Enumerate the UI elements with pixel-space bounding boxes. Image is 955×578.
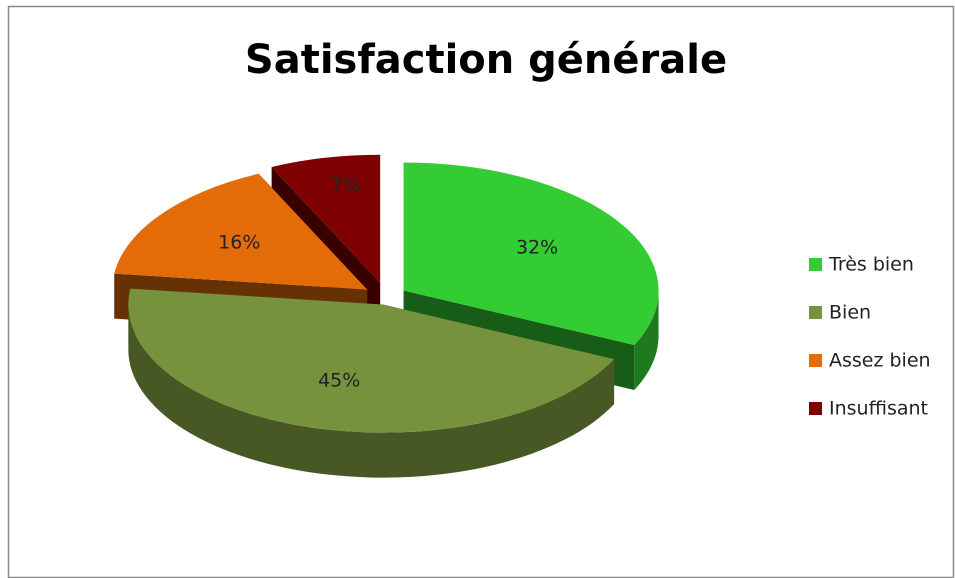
data-label: 32% [516, 237, 558, 259]
legend-swatch [809, 402, 822, 415]
slice-side [128, 304, 615, 478]
legend-swatch [809, 306, 822, 319]
slice-group [128, 288, 615, 478]
legend-label: Très bien [828, 254, 914, 276]
legend-swatch [809, 258, 822, 271]
legend-label: Bien [829, 302, 871, 324]
pie-slice [114, 173, 368, 290]
slice-side [634, 290, 659, 391]
pie-slice [271, 154, 381, 283]
legend-label: Assez bien [829, 350, 931, 372]
data-label: 16% [218, 231, 260, 253]
pie-slice [403, 162, 659, 346]
legend-swatch [809, 354, 822, 367]
data-label: 7% [331, 174, 361, 196]
legend-label: Insuffisant [829, 398, 928, 420]
data-label: 45% [318, 369, 360, 391]
pie-slice [128, 288, 615, 433]
chart-title: Satisfaction générale [245, 37, 727, 83]
